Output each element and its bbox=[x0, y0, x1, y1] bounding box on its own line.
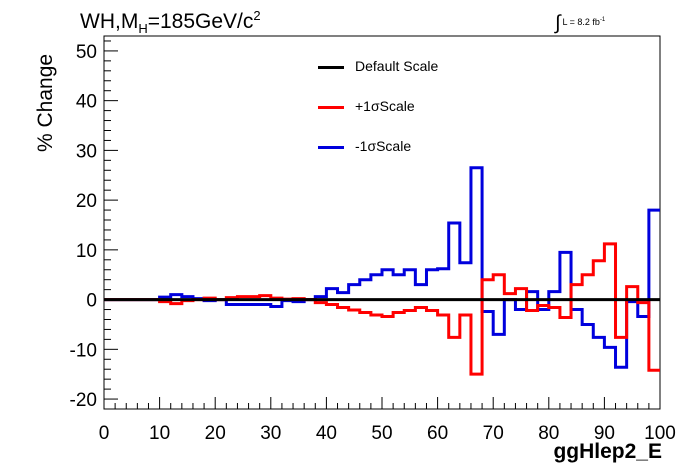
x-tick-label: 50 bbox=[371, 423, 392, 444]
legend-label-minus1sigma: -1σScale bbox=[355, 138, 412, 154]
legend-swatch-default bbox=[318, 66, 344, 69]
y-tick-label: 40 bbox=[76, 92, 97, 113]
plot-frame bbox=[103, 35, 661, 410]
x-tick-label: 100 bbox=[644, 423, 676, 444]
y-tick-label: 20 bbox=[76, 191, 97, 212]
y-tick-label: 30 bbox=[76, 141, 97, 162]
x-tick-label: 80 bbox=[538, 423, 559, 444]
series-line-2 bbox=[104, 166, 660, 369]
legend-label-plus1sigma: +1σScale bbox=[355, 98, 415, 114]
legend-swatch-plus1sigma bbox=[318, 106, 344, 109]
axis-ticks: 0 10 20 30 40 50 60 70 80 90 100 -20 -10 0 10 20 30 40 50 bbox=[70, 40, 676, 444]
luminosity-label: ∫ L = 8.2 fb-1 bbox=[555, 12, 606, 34]
x-tick-label: 20 bbox=[205, 423, 226, 444]
x-tick-label: 90 bbox=[594, 423, 615, 444]
x-axis-label: ggHlep2_E bbox=[553, 440, 662, 463]
x-tick-label: 10 bbox=[149, 423, 170, 444]
x-tick-label: 40 bbox=[316, 423, 337, 444]
x-tick-label: 70 bbox=[483, 423, 504, 444]
y-tick-label: 10 bbox=[76, 241, 97, 262]
chart-title: WH,MH=185GeV/c2 bbox=[80, 8, 261, 37]
legend-label-default: Default Scale bbox=[355, 58, 439, 74]
y-tick-label: 50 bbox=[76, 42, 97, 63]
x-tick-label: 0 bbox=[99, 423, 110, 444]
legend-swatch-minus1sigma bbox=[318, 146, 344, 149]
series-layer bbox=[104, 166, 660, 376]
y-tick-label: -20 bbox=[70, 390, 97, 411]
x-tick-label: 60 bbox=[427, 423, 448, 444]
y-tick-label: -10 bbox=[70, 340, 97, 361]
y-tick-label: 0 bbox=[86, 291, 97, 312]
y-axis-label: % Change bbox=[34, 53, 57, 152]
x-tick-label: 30 bbox=[260, 423, 281, 444]
